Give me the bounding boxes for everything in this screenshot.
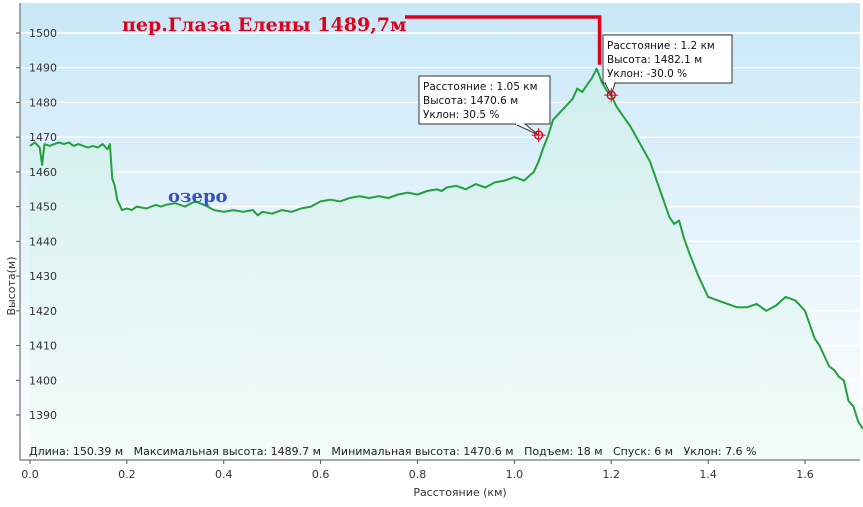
lake-label: озеро [168, 186, 228, 207]
tooltip-line: Высота: 1470.6 м [423, 95, 518, 107]
tooltip: Расстояние : 1.2 км Высота: 1482.1 м Уклон… [602, 34, 733, 103]
x-axis-title: Расстояние (км) [413, 486, 506, 499]
pass-label: пер.Глаза Елены 1489,7м [122, 14, 407, 36]
area-layer [29, 67, 863, 460]
x-tick-label: 0.6 [312, 468, 330, 481]
y-tick-label: 1390 [29, 409, 57, 422]
tooltip-line: Расстояние : 1.2 км [607, 40, 715, 52]
stats-summary: Длина: 150.39 м Максимальная высота: 148… [29, 445, 757, 458]
x-tick-label: 0.0 [21, 468, 39, 481]
tooltip-line: Уклон: 30.5 % [423, 109, 499, 121]
elevation-line [29, 67, 863, 430]
y-tick-label: 1480 [29, 96, 57, 109]
x-tick-label: 0.2 [118, 468, 136, 481]
tooltips: Расстояние : 1.05 км Высота: 1470.6 м Укло… [418, 34, 733, 143]
tooltip-box [418, 75, 551, 125]
y-tick-label: 1470 [29, 131, 57, 144]
pass-pointer-line [405, 15, 602, 65]
y-tick-label: 1450 [29, 201, 57, 214]
y-tick-label: 1500 [29, 27, 57, 40]
tooltip-line: Уклон: -30.0 % [607, 68, 687, 80]
axes [16, 3, 860, 464]
y-tick-label: 1410 [29, 340, 57, 353]
x-tick-label: 0.8 [409, 468, 427, 481]
tick-labels: 1390 1400 1410 1420 1430 1440 1450 1460 1470 1480… [21, 27, 814, 481]
y-tick-label: 1400 [29, 374, 57, 387]
elevation-area-fill [30, 68, 863, 460]
y-tick-label: 1420 [29, 305, 57, 318]
y-tick-label: 1440 [29, 235, 57, 248]
x-tick-label: 0.4 [215, 468, 233, 481]
x-tick-label: 1.2 [603, 468, 621, 481]
y-tick-label: 1490 [29, 62, 57, 75]
tooltip: Расстояние : 1.05 км Высота: 1470.6 м Укло… [418, 75, 551, 143]
y-tick-label: 1460 [29, 166, 57, 179]
x-tick-label: 1.4 [699, 468, 717, 481]
x-tick-label: 1.0 [506, 468, 524, 481]
y-tick-label: 1430 [29, 270, 57, 283]
annotations: пер.Глаза Елены 1489,7м озеро [122, 14, 602, 207]
tooltip-line: Высота: 1482.1 м [607, 54, 702, 66]
tooltip-line: Расстояние : 1.05 км [423, 81, 538, 93]
y-axis-title: Высота(м) [5, 256, 18, 315]
tooltip-box [602, 34, 733, 84]
x-tick-label: 1.6 [796, 468, 814, 481]
